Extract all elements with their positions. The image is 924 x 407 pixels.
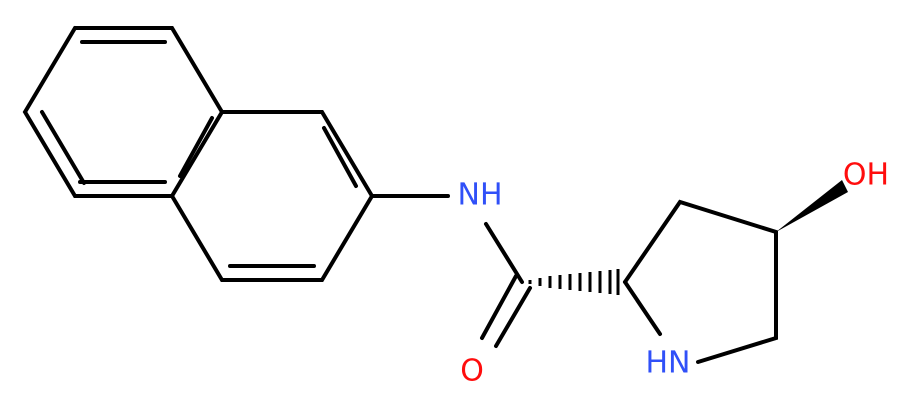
bond	[484, 222, 524, 284]
atom-label: HN	[646, 346, 691, 381]
bond	[623, 280, 662, 336]
pyrrolidine-ring	[623, 199, 778, 364]
double-bond	[178, 116, 214, 178]
bonds	[22, 26, 848, 364]
double-bond	[40, 110, 86, 185]
atom-label: NH	[458, 178, 503, 213]
naphthalene-ring-left	[22, 26, 225, 198]
naphthalene-ring-right	[170, 110, 375, 282]
hashed-wedge	[528, 269, 620, 295]
double-bond	[322, 126, 358, 188]
double-bond	[480, 274, 518, 340]
double-bond	[494, 286, 532, 348]
atom-label: OH	[843, 158, 889, 193]
bold-wedge	[776, 180, 848, 232]
atom-label: O	[460, 354, 484, 389]
